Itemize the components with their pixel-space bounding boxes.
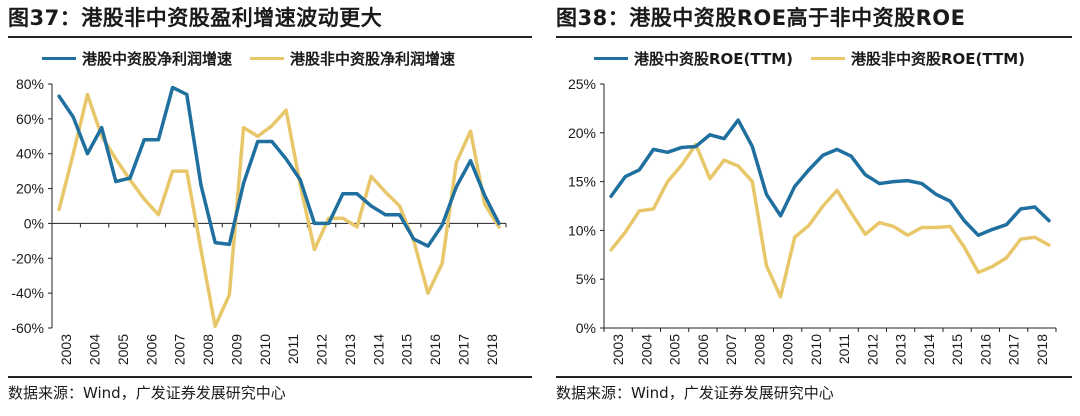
legend-left: 港股中资股净利润增速 港股非中资股净利润增速 [42,48,473,69]
title-divider-right [556,36,1072,38]
chart-panel-right: 图38：港股中资股ROE高于非中资股ROE 港股中资股ROE(TTM) 港股非中… [548,0,1080,416]
x-tick-label-left: 2010 [257,334,273,365]
x-tick-label-right: 2013 [893,334,909,365]
x-tick-label-left: 2005 [115,334,131,365]
y-tick-label-left: 60% [16,111,44,127]
x-tick-label-right: 2006 [695,334,711,365]
x-tick-label-left: 2015 [399,334,415,365]
y-tick-label-right: 5% [576,271,596,287]
legend-label-right-0: 港股中资股ROE(TTM) [634,50,793,68]
chart-panel-left: 图37：港股非中资股盈利增速波动更大 港股中资股净利润增速 港股非中资股净利润增… [8,6,532,402]
x-tick-label-left: 2004 [87,334,103,365]
chart-title-left: 图37：港股非中资股盈利增速波动更大 [8,6,383,30]
legend-swatch-left-1 [250,57,285,60]
x-tick-label-left: 2011 [285,334,301,364]
x-tick-label-right: 2012 [864,334,880,365]
legend-swatch-left-0 [42,57,76,60]
x-tick-label-right: 2010 [808,334,824,365]
x-tick-label-right: 2014 [921,334,937,365]
x-tick-label-left: 2008 [200,334,216,365]
x-tick-label-right: 2011 [836,334,852,364]
y-tick-label-right: 20% [568,125,596,141]
x-tick-label-right: 2017 [1006,334,1022,365]
x-tick-label-right: 2009 [780,334,796,365]
x-tick-label-right: 2007 [723,334,739,365]
y-tick-label-left: -40% [11,285,44,301]
x-tick-label-left: 2017 [455,334,471,365]
x-tick-label-left: 2016 [427,334,443,365]
legend-label-right-1: 港股非中资股ROE(TTM) [851,50,1025,68]
x-tick-label-right: 2016 [977,334,993,365]
x-tick-label-left: 2013 [342,334,358,365]
y-tick-label-right: 15% [568,174,596,190]
source-note-left: 数据来源：Wind，广发证券发展研究中心 [8,384,286,402]
x-tick-label-left: 2006 [143,334,159,365]
x-tick-label-left: 2007 [172,334,188,365]
y-tick-label-left: -20% [11,250,44,266]
legend-entry-right-0: 港股中资股ROE(TTM) [594,48,793,69]
legend-label-left-1: 港股非中资股净利润增速 [290,50,456,68]
x-tick-label-right: 2003 [610,334,626,365]
x-tick-label-left: 2012 [314,334,330,365]
chart-title-right: 图38：港股中资股ROE高于非中资股ROE [556,6,966,30]
legend-entry-left-1: 港股非中资股净利润增速 [250,48,455,69]
series-line-right-1 [609,142,1051,299]
x-tick-label-right: 2005 [667,334,683,365]
line-chart-right: 0% 5% 10% 15% 20% 25% 2003 2004 2005 2006 2007 2008… [568,76,1057,365]
x-tick-label-left: 2009 [228,334,244,365]
series-line-left-1 [57,92,501,329]
x-tick-label-right: 2018 [1034,334,1050,365]
y-tick-label-left: 20% [16,181,44,197]
x-tick-label-right: 2015 [949,334,965,365]
title-divider-left [8,36,532,38]
y-tick-label-left: 40% [16,146,44,162]
legend-label-left-0: 港股中资股净利润增速 [82,50,233,68]
y-tick-label-left: 80% [16,76,44,92]
x-tick-label-left: 2014 [370,334,386,365]
x-tick-label-right: 2008 [751,334,767,365]
legend-entry-right-1: 港股非中资股ROE(TTM) [811,48,1025,69]
source-divider-right [556,376,1072,378]
x-tick-label-left: 2003 [58,334,74,365]
legend-right: 港股中资股ROE(TTM) 港股非中资股ROE(TTM) [594,48,1043,69]
y-tick-label-left: 0% [24,215,44,231]
x-tick-label-right: 2004 [638,334,654,365]
series-line-right-0 [609,118,1051,238]
y-tick-label-right: 0% [576,320,596,336]
y-tick-label-left: -60% [11,320,44,336]
x-tick-label-left: 2018 [484,334,500,365]
source-note-right: 数据来源：Wind，广发证券发展研究中心 [556,384,834,402]
legend-swatch-right-0 [594,57,628,60]
source-divider-left [8,376,532,378]
legend-entry-left-0: 港股中资股净利润增速 [42,48,232,69]
series-line-left-0 [57,85,501,248]
y-tick-label-right: 10% [568,222,596,238]
legend-swatch-right-1 [811,57,845,60]
line-chart-left: -60% -40% -20% 0% 20% 40% 60% 80% 2003 2004 2005 20… [11,76,507,365]
y-tick-label-right: 25% [568,76,596,92]
